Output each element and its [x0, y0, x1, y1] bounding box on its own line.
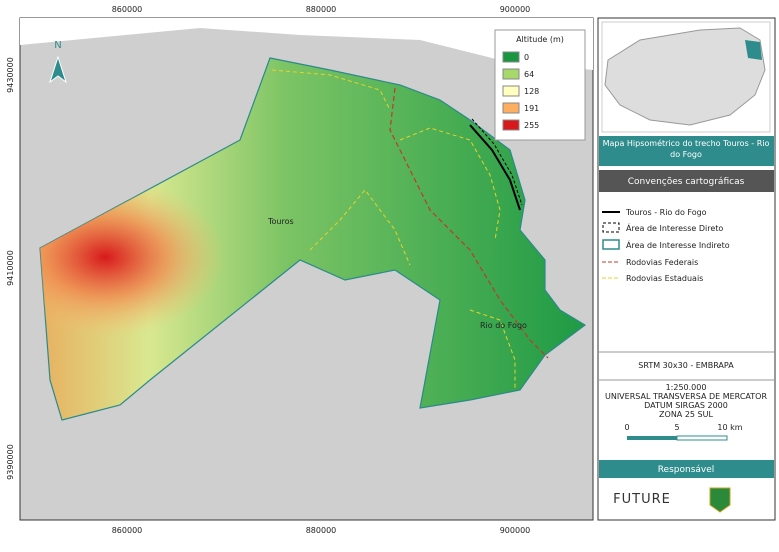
coord-label: 900000 — [500, 5, 531, 14]
coord-label: 900000 — [500, 526, 531, 535]
legend-swatch — [502, 51, 520, 63]
convention-label: Touros - Rio do Fogo — [625, 208, 707, 217]
projection: DATUM SIRGAS 2000 — [644, 401, 728, 410]
place-label: Rio do Fogo — [480, 321, 527, 330]
north-arrow — [49, 55, 67, 84]
responsible-box — [599, 460, 774, 478]
study-area — [39, 57, 587, 421]
legend-label: 128 — [524, 87, 539, 96]
place-label: Touros — [267, 217, 294, 226]
sidebar-title: Mapa Hipsométrico do trecho Touros - Rio… — [603, 138, 770, 159]
sea — [20, 18, 593, 70]
scale-bar-label: 10 km — [717, 423, 742, 432]
responsible-title: Responsável — [658, 465, 715, 475]
projection: UNIVERSAL TRANSVERSA DE MERCATOR — [605, 392, 767, 401]
scale: 1:250.000 — [666, 383, 707, 392]
legend-title: Altitude (m) — [516, 35, 564, 44]
legend-label: 191 — [524, 104, 539, 113]
source: SRTM 30x30 - EMBRAPA — [638, 361, 734, 370]
coord-label: 860000 — [112, 5, 143, 14]
north-label: N — [54, 40, 61, 51]
projection: ZONA 25 SUL — [659, 410, 713, 419]
legend-swatch — [502, 85, 520, 97]
convention-label: Área de Interesse Indireto — [626, 239, 730, 250]
legend-swatch — [502, 119, 520, 131]
scale-bar-label: 5 — [674, 423, 679, 432]
coord-label: 880000 — [306, 5, 337, 14]
title-box — [599, 136, 774, 166]
conventions-box — [599, 170, 774, 192]
legend-label: 64 — [524, 70, 534, 79]
legend-label: 255 — [524, 121, 539, 130]
coord-label: 9410000 — [6, 250, 15, 286]
coord-label: 9430000 — [6, 57, 15, 93]
convention-label: Rodovias Federais — [626, 258, 698, 267]
legend-label: 0 — [524, 53, 529, 62]
coord-label: 9390000 — [6, 444, 15, 480]
legend-swatch — [502, 102, 520, 114]
conventions-title: Convenções cartográficas — [628, 177, 745, 187]
convention-label: Rodovias Estaduais — [626, 274, 703, 283]
scale-bar-label: 0 — [624, 423, 629, 432]
convention-label: Área de Interesse Direto — [626, 222, 723, 233]
legend-swatch — [502, 68, 520, 80]
coord-label: 880000 — [306, 526, 337, 535]
logo: FUTURE — [613, 492, 671, 507]
coord-label: 860000 — [112, 526, 143, 535]
